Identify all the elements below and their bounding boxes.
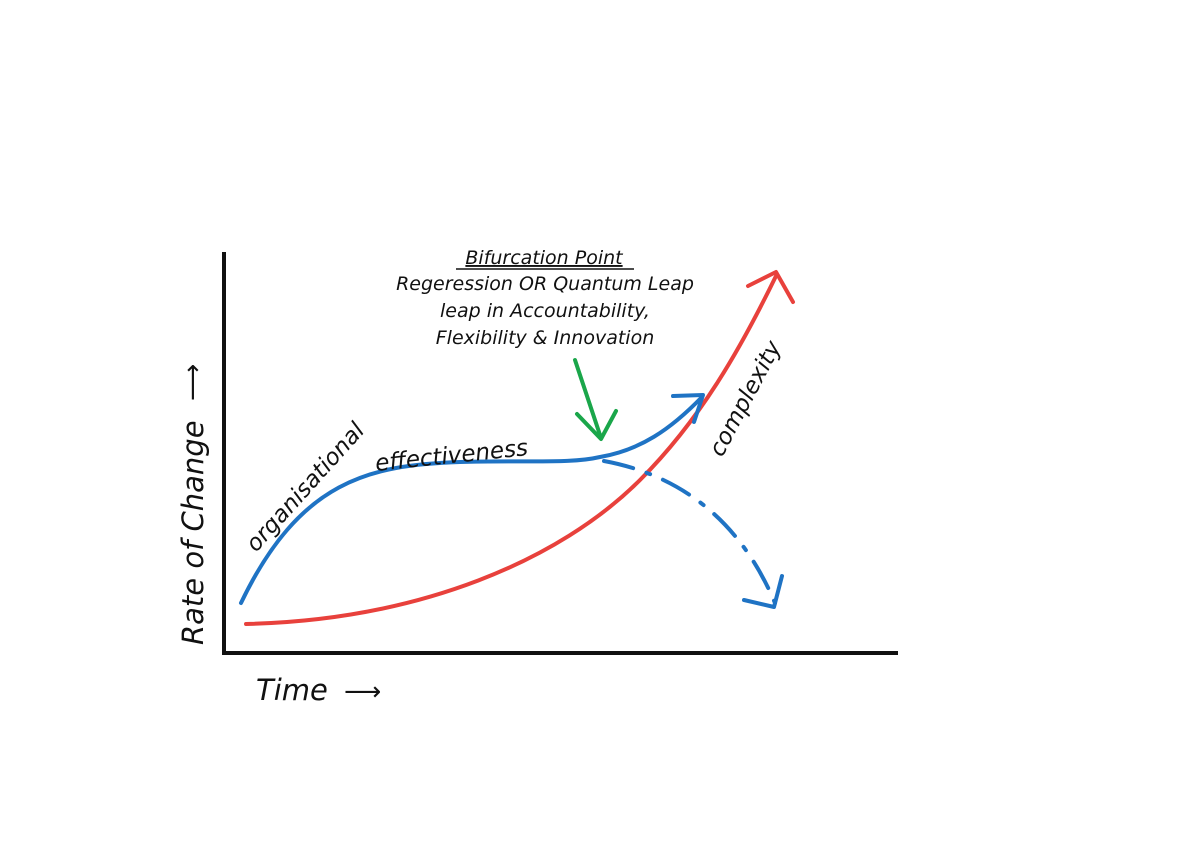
complexity-curve bbox=[244, 274, 778, 626]
bifurcation-pointer-arrowhead bbox=[575, 409, 618, 441]
bifurcation-line-3: Flexibility & Innovation bbox=[436, 327, 655, 349]
effectiveness-label-part2: effectiveness bbox=[374, 435, 529, 477]
effectiveness-arrowhead bbox=[671, 393, 705, 424]
bifurcation-title: Bifurcation Point bbox=[465, 247, 624, 269]
complexity-label: complexity bbox=[704, 336, 787, 461]
y-axis-label: Rate of Change ⟶ bbox=[176, 364, 210, 645]
complexity-arrowhead bbox=[746, 270, 795, 304]
bifurcation-line-1: Regeression OR Quantum Leap bbox=[396, 273, 694, 295]
x-axis-arrow-icon: ⟶ bbox=[344, 677, 381, 707]
y-axis-arrow-icon: ⟶ bbox=[178, 364, 208, 401]
y-axis-label-text: Rate of Change bbox=[176, 420, 210, 645]
effectiveness-curve bbox=[239, 395, 704, 605]
bifurcation-pointer-arrow bbox=[573, 358, 603, 440]
x-axis-label: Time bbox=[256, 673, 328, 707]
regression-branch bbox=[602, 459, 777, 605]
effectiveness-label-part1: organisational bbox=[241, 417, 370, 557]
bifurcation-line-2: leap in Accountability, bbox=[440, 300, 650, 322]
regression-arrowhead bbox=[742, 574, 784, 609]
